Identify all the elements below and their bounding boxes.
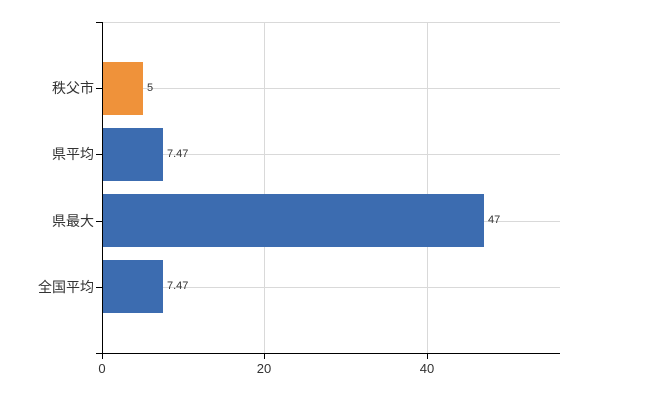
bar-value-label: 7.47 bbox=[167, 148, 189, 160]
category-label: 県最大 bbox=[52, 213, 94, 229]
x-axis-tick bbox=[427, 353, 428, 359]
bar-value-label: 47 bbox=[488, 214, 501, 226]
x-tick-label: 40 bbox=[419, 361, 435, 376]
plot-top-gridline bbox=[102, 22, 560, 23]
x-tick-label: 20 bbox=[256, 361, 272, 376]
category-gridline bbox=[102, 287, 560, 288]
x-gridline bbox=[264, 22, 265, 353]
y-axis-tick bbox=[96, 287, 102, 288]
category-label: 全国平均 bbox=[38, 279, 94, 295]
y-axis-tick bbox=[96, 88, 102, 89]
category-label: 県平均 bbox=[52, 146, 94, 162]
bar-1 bbox=[102, 62, 143, 115]
bar-value-label: 5 bbox=[147, 82, 154, 94]
x-axis-tick bbox=[102, 353, 103, 359]
y-axis-tick bbox=[96, 221, 102, 222]
bar-3 bbox=[102, 194, 484, 247]
y-axis-top-tick bbox=[96, 22, 102, 23]
bar-4 bbox=[102, 260, 163, 313]
y-axis-tick bbox=[96, 154, 102, 155]
bar-2 bbox=[102, 128, 163, 181]
category-label: 秩父市 bbox=[52, 80, 94, 96]
x-tick-label: 0 bbox=[98, 361, 106, 376]
x-axis-tick bbox=[264, 353, 265, 359]
x-axis-line bbox=[96, 353, 560, 354]
bar-value-label: 7.47 bbox=[167, 280, 189, 292]
category-gridline bbox=[102, 154, 560, 155]
x-gridline bbox=[427, 22, 428, 353]
category-gridline bbox=[102, 88, 560, 89]
y-axis-line bbox=[102, 22, 103, 354]
